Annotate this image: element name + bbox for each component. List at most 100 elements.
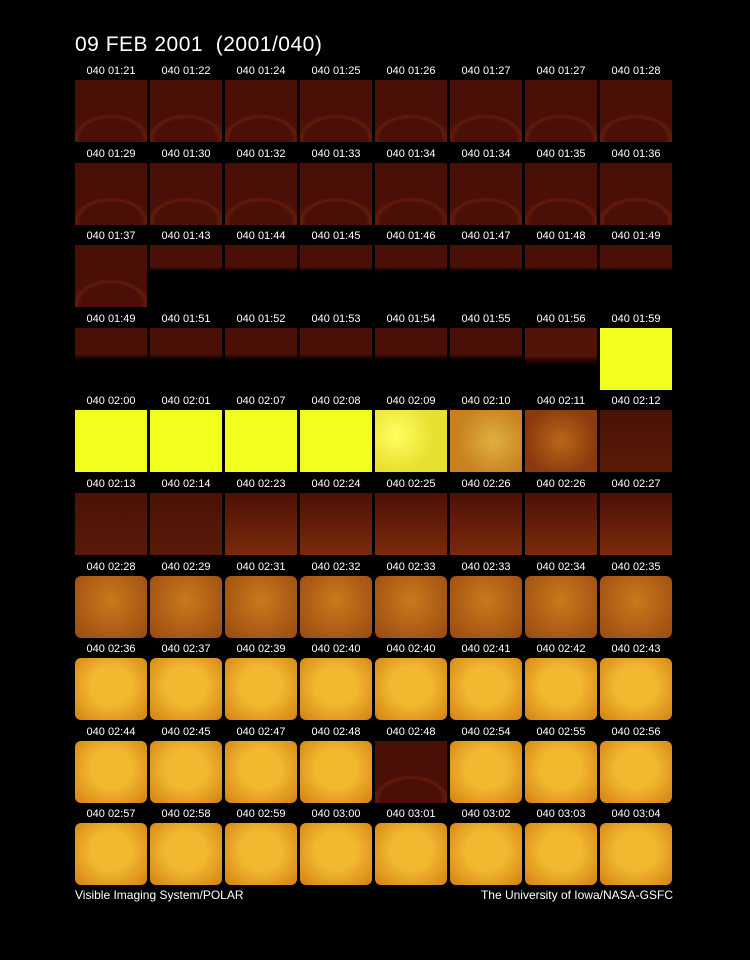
frame-image — [300, 162, 372, 225]
frame-image — [225, 327, 297, 390]
frame-image — [600, 80, 672, 142]
frame-time: 040 02:23 — [236, 478, 286, 490]
frame-image — [600, 493, 672, 555]
frame-time: 040 03:03 — [536, 808, 586, 821]
frame-image — [150, 823, 222, 886]
frame-time: 040 01:44 — [236, 230, 286, 243]
frame-image — [300, 327, 372, 390]
frame-time: 040 02:40 — [386, 643, 436, 656]
frame-time: 040 01:32 — [236, 147, 286, 160]
frame-image — [75, 245, 147, 308]
frame-image — [300, 493, 372, 555]
frame-time: 040 01:33 — [311, 147, 361, 160]
frame-time: 040 02:01 — [161, 395, 211, 408]
frame-image — [150, 575, 222, 638]
frame-image — [450, 823, 522, 886]
frame-time: 040 02:33 — [461, 560, 511, 573]
frame-time: 040 02:59 — [236, 808, 286, 821]
frame-time: 040 01:27 — [461, 65, 511, 77]
frame-time: 040 01:49 — [611, 230, 661, 243]
frame-time: 040 02:08 — [311, 395, 361, 408]
frame-time: 040 02:25 — [386, 478, 436, 490]
frame-time: 040 02:41 — [461, 643, 511, 656]
frame-image — [600, 740, 672, 803]
frame-time: 040 03:00 — [311, 808, 361, 821]
frame-time: 040 01:55 — [461, 312, 511, 325]
frame-time: 040 01:29 — [86, 147, 136, 160]
frame-time: 040 02:42 — [536, 643, 586, 656]
frame-image — [525, 162, 597, 225]
frame-time: 040 01:28 — [611, 65, 661, 77]
frame-time: 040 02:48 — [386, 725, 436, 738]
frame-time: 040 02:28 — [86, 560, 136, 573]
frame-image — [225, 658, 297, 721]
frame-time: 040 02:44 — [86, 725, 136, 738]
frame-image — [225, 410, 297, 473]
frame-time: 040 02:47 — [236, 725, 286, 738]
frame-time: 040 02:31 — [236, 560, 286, 573]
frame-image — [75, 823, 147, 886]
frame-image — [375, 493, 447, 555]
frame-image — [225, 575, 297, 638]
frame-image — [375, 410, 447, 473]
frame-time: 040 02:14 — [161, 478, 211, 490]
frame-image — [525, 80, 597, 142]
frame-time: 040 01:37 — [86, 230, 136, 243]
frame-image — [75, 410, 147, 473]
frame-image — [150, 80, 222, 142]
frame-image — [450, 162, 522, 225]
frame-time: 040 02:39 — [236, 643, 286, 656]
frame-time: 040 01:45 — [311, 230, 361, 243]
frame-time: 040 02:00 — [86, 395, 136, 408]
frame-time: 040 01:21 — [86, 65, 136, 77]
frame-image — [300, 823, 372, 886]
frame-time: 040 01:34 — [461, 147, 511, 160]
frame-image — [450, 80, 522, 142]
frame-image — [375, 245, 447, 308]
frame-image — [375, 80, 447, 142]
frame-image — [225, 245, 297, 308]
frame-image — [600, 575, 672, 638]
frame-time: 040 02:35 — [611, 560, 661, 573]
frame-image — [525, 658, 597, 721]
frame-image — [300, 575, 372, 638]
frame-time: 040 02:40 — [311, 643, 361, 656]
frame-time: 040 01:49 — [86, 312, 136, 325]
frame-time: 040 01:43 — [161, 230, 211, 243]
frame-time: 040 02:10 — [461, 395, 511, 408]
frame-image — [375, 823, 447, 886]
frame-image — [375, 575, 447, 638]
frame-time: 040 02:54 — [461, 725, 511, 738]
frame-time: 040 03:01 — [386, 808, 436, 821]
frame-image — [150, 493, 222, 555]
frame-time: 040 01:48 — [536, 230, 586, 243]
frame-time: 040 02:45 — [161, 725, 211, 738]
frame-time: 040 02:26 — [461, 478, 511, 490]
frame-image — [450, 410, 522, 473]
frame-time: 040 03:04 — [611, 808, 661, 821]
frame-image — [75, 493, 147, 555]
frame-time: 040 01:27 — [536, 65, 586, 77]
frame-image — [600, 823, 672, 886]
frame-image — [450, 658, 522, 721]
frame-time: 040 02:13 — [86, 478, 136, 490]
frame-time: 040 02:26 — [536, 478, 586, 490]
frame-image — [300, 80, 372, 142]
frame-time: 040 03:02 — [461, 808, 511, 821]
frame-time: 040 02:55 — [536, 725, 586, 738]
frame-image — [600, 327, 672, 390]
frame-image — [375, 658, 447, 721]
frame-time: 040 02:24 — [311, 478, 361, 490]
frame-time: 040 01:59 — [611, 312, 661, 325]
frame-time: 040 02:57 — [86, 808, 136, 821]
frame-image — [525, 245, 597, 308]
frame-time: 040 01:53 — [311, 312, 361, 325]
frame-image — [225, 740, 297, 803]
frame-time: 040 01:30 — [161, 147, 211, 160]
frame-time: 040 02:48 — [311, 725, 361, 738]
frame-image — [450, 245, 522, 308]
frame-image — [300, 658, 372, 721]
frame-time: 040 02:58 — [161, 808, 211, 821]
frame-image — [375, 327, 447, 390]
